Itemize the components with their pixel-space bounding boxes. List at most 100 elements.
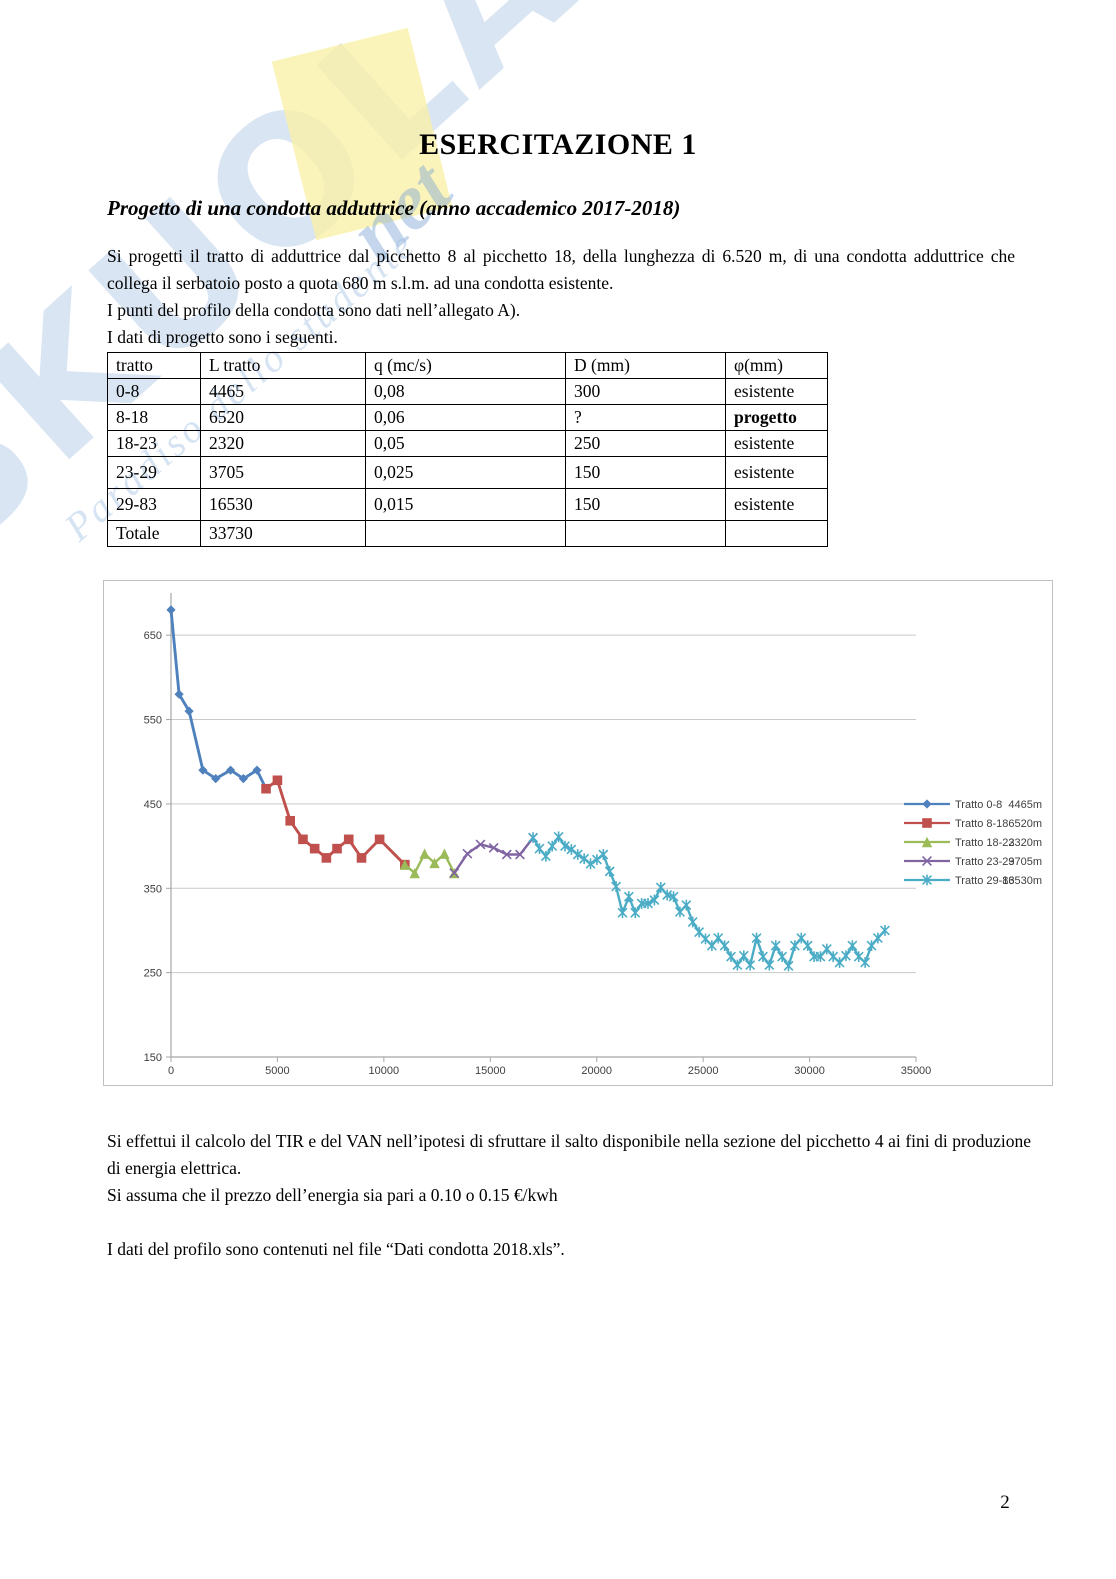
marker-asterisk: [821, 943, 832, 955]
outro-line-prezzo-energia: Si assuma che il prezzo dell’energia sia…: [107, 1185, 558, 1205]
table-row: 8-18 6520 0,06? progetto: [107, 404, 828, 431]
table-cell: esistente: [725, 488, 828, 521]
marker-diamond: [922, 799, 932, 809]
design-data-table: tratto L tratto q (mc/s) D (mm) φ(mm) 0-8 446…: [107, 352, 828, 547]
y-tick-label: 450: [144, 799, 162, 811]
marker-asterisk: [732, 959, 743, 971]
table-cell: esistente: [725, 378, 828, 405]
legend-label: Tratto 18-23: [955, 837, 1015, 849]
marker-asterisk: [560, 840, 570, 852]
table-cell: 4465: [200, 378, 366, 405]
marker-asterisk: [783, 960, 794, 972]
x-tick-label: 35000: [901, 1065, 932, 1077]
table-cell: 0,08: [365, 378, 566, 405]
table-cell: 0,06: [365, 404, 566, 431]
intro-line-dati: I dati di progetto sono i seguenti.: [107, 327, 338, 347]
table-cell: [365, 520, 566, 547]
marker-square: [309, 843, 320, 854]
marker-asterisk: [540, 850, 551, 862]
marker-asterisk: [777, 951, 788, 963]
legend-length: 3705m: [1008, 856, 1042, 868]
x-tick-label: 10000: [369, 1065, 400, 1077]
legend-label: Tratto 0-8: [955, 799, 1002, 811]
table-cell: 0-8: [107, 378, 201, 405]
page-number: 2: [1000, 1492, 1010, 1513]
x-tick-label: 5000: [265, 1065, 289, 1077]
table-row: 0-8 4465 0,08 300 esistente: [107, 378, 828, 405]
y-tick-label: 250: [144, 968, 162, 980]
profile-chart-container: 0 5000 10000 15000 20000 25000 30000 35000 150 25…: [103, 580, 1053, 1086]
marker-asterisk: [726, 951, 736, 963]
table-header-cell: tratto: [107, 352, 201, 379]
marker-square: [356, 853, 367, 863]
table-cell: 23-29: [107, 456, 201, 489]
table-cell: 6520: [200, 404, 366, 431]
table-cell: 16530: [200, 488, 366, 521]
marker-triangle: [419, 848, 430, 859]
legend-length: 4465m: [1008, 799, 1042, 811]
table-row: 18-23 2320 0,05 250 esistente: [107, 430, 828, 457]
marker-asterisk: [745, 959, 756, 971]
marker-asterisk: [841, 950, 851, 962]
table-cell: 150: [565, 488, 726, 521]
table-cell: Totale: [107, 520, 201, 547]
marker-asterisk: [706, 940, 717, 952]
marker-square: [343, 834, 354, 845]
table-cell: 3705: [200, 456, 366, 489]
marker-asterisk: [789, 940, 800, 952]
y-tick-label: 350: [144, 883, 162, 895]
marker-square: [922, 818, 932, 828]
marker-asterisk: [847, 940, 858, 952]
marker-asterisk: [860, 957, 871, 968]
table-cell: 2320: [200, 430, 366, 457]
marker-asterisk: [591, 854, 602, 865]
marker-asterisk: [611, 881, 622, 892]
marker-asterisk: [922, 874, 932, 886]
marker-asterisk: [617, 907, 628, 919]
marker-diamond: [252, 765, 262, 775]
table-header-cell: L tratto: [200, 352, 366, 379]
table-cell: 29-83: [107, 488, 201, 521]
marker-square: [285, 815, 295, 826]
marker-triangle: [399, 859, 411, 870]
marker-asterisk: [566, 844, 577, 855]
marker-x: [475, 839, 486, 850]
marker-asterisk: [655, 882, 666, 893]
x-tick-label: 15000: [475, 1065, 506, 1077]
series-line-1: [169, 609, 268, 790]
x-tick-label: 20000: [581, 1065, 612, 1077]
marker-asterisk: [649, 894, 660, 906]
table-cell: ?: [565, 404, 726, 431]
table-cell: 0,025: [365, 456, 566, 489]
table-header-cell: φ(mm): [725, 352, 828, 379]
table-cell: 300: [565, 378, 726, 405]
marker-square: [261, 783, 271, 794]
marker-asterisk: [687, 916, 698, 928]
table-cell: progetto: [725, 404, 828, 431]
intro-paragraph: Si progetti il tratto di adduttrice dal …: [107, 246, 1015, 293]
table-cell: [565, 520, 726, 547]
marker-asterisk: [738, 950, 749, 962]
marker-x: [922, 856, 932, 866]
marker-square: [374, 834, 385, 845]
marker-square: [332, 843, 342, 854]
y-tick-label: 550: [144, 715, 162, 727]
marker-triangle: [439, 848, 450, 859]
marker-asterisk: [528, 832, 539, 844]
marker-asterisk: [757, 951, 768, 963]
table-header-cell: D (mm): [565, 352, 726, 379]
marker-asterisk: [713, 932, 724, 944]
table-cell: 250: [565, 430, 726, 457]
marker-asterisk: [534, 843, 545, 855]
legend-label: Tratto 8-18: [955, 818, 1008, 830]
x-tick-label: 25000: [688, 1065, 719, 1077]
table-cell: 150: [565, 456, 726, 489]
table-cell: 0,015: [365, 488, 566, 521]
marker-square: [298, 834, 308, 845]
table-cell: 18-23: [107, 430, 201, 457]
outro-paragraph-tir-van: Si effettui il calcolo del TIR e del VAN…: [107, 1131, 1031, 1178]
marker-asterisk: [796, 932, 807, 944]
marker-asterisk: [662, 889, 673, 901]
marker-asterisk: [572, 849, 583, 860]
